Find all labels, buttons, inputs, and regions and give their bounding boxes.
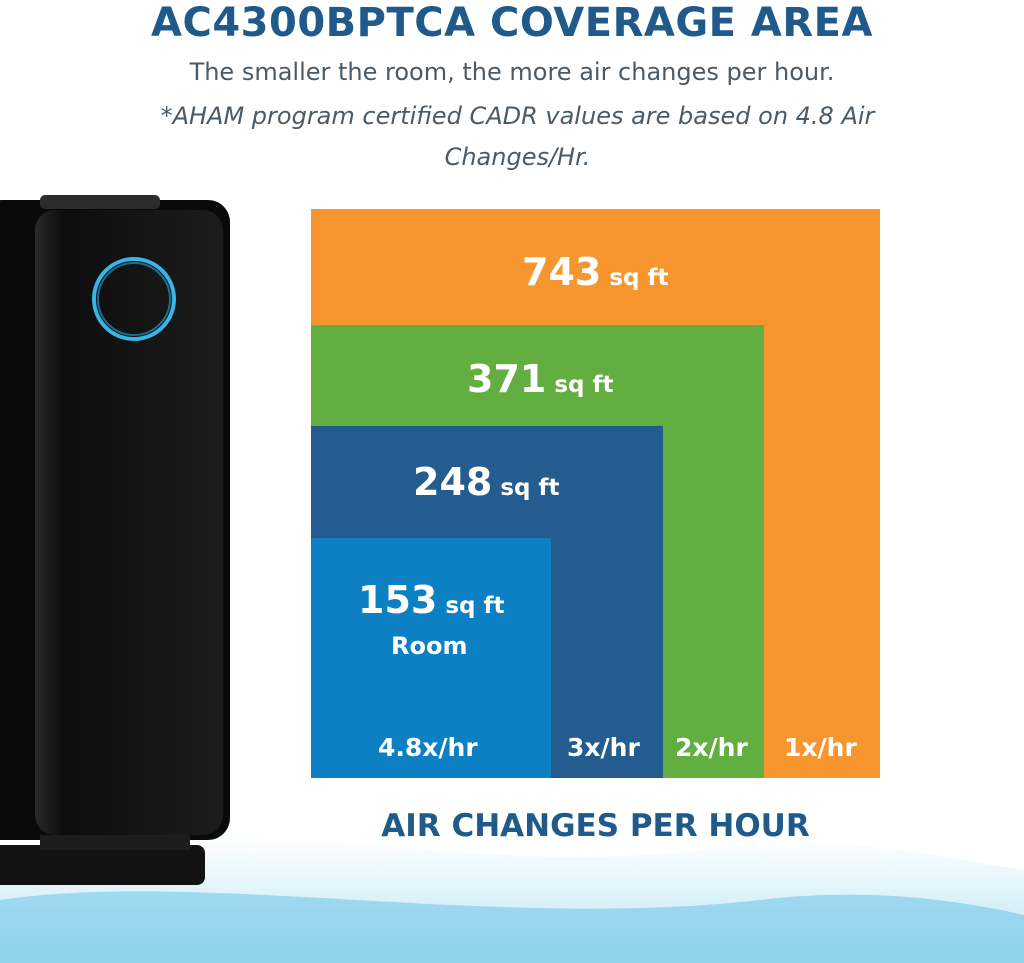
area-label-248: 248 sq ft	[413, 460, 560, 504]
rate-label-3x: 3x/hr	[567, 733, 640, 762]
rate-label-2x: 2x/hr	[675, 733, 748, 762]
area-label-743: 743 sq ft	[522, 250, 669, 294]
area-value: 153	[358, 578, 438, 622]
area-label-371: 371 sq ft	[467, 357, 614, 401]
area-unit: sq ft	[609, 265, 669, 291]
rate-label-4-8x: 4.8x/hr	[378, 733, 478, 762]
room-label: Room	[391, 632, 468, 660]
cadr-note: *AHAM program certified CADR values are …	[160, 102, 875, 171]
page-title: AC4300BPTCA COVERAGE AREA	[151, 0, 873, 46]
rate-label-1x: 1x/hr	[784, 733, 857, 762]
subtitle: The smaller the room, the more air chang…	[189, 58, 835, 86]
area-unit: sq ft	[554, 372, 614, 398]
area-label-153: 153 sq ft	[358, 578, 505, 622]
air-purifier-image	[0, 195, 230, 885]
area-value: 743	[522, 250, 602, 294]
area-value: 248	[413, 460, 493, 504]
area-unit: sq ft	[500, 475, 560, 501]
area-value: 371	[467, 357, 547, 401]
coverage-square-153	[311, 538, 551, 778]
axis-title: AIR CHANGES PER HOUR	[381, 808, 810, 844]
area-unit: sq ft	[445, 593, 505, 619]
